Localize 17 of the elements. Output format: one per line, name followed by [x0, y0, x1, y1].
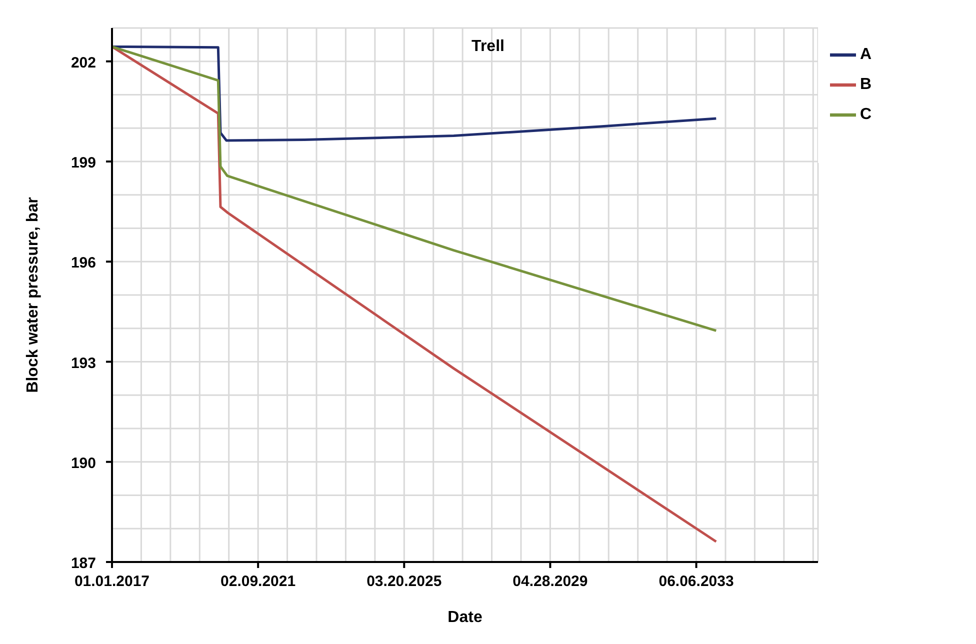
y-tick-label: 202	[70, 54, 96, 72]
x-axis-title: Date	[448, 609, 482, 626]
y-axis-title: Block water pressure, bar	[24, 197, 42, 393]
legend-label: A	[860, 46, 872, 63]
y-tick-label: 196	[70, 254, 96, 272]
y-tick-label: 187	[70, 555, 96, 572]
x-tick-label: 03.20.2025	[366, 573, 442, 590]
text: Trell	[470, 38, 506, 56]
x-tick-label: 01.01.2017	[74, 573, 150, 590]
y-tick-label: 193	[70, 354, 96, 372]
y-tick-label: 190	[70, 454, 96, 472]
y-tick-label: 199	[70, 154, 96, 172]
legend-label: B	[860, 76, 872, 93]
x-tick-label: 06.06.2033	[658, 573, 734, 590]
x-tick-label: 04.28.2029	[512, 573, 588, 590]
x-tick-label: 02.09.2021	[220, 573, 296, 590]
legend-label: C	[860, 106, 872, 123]
